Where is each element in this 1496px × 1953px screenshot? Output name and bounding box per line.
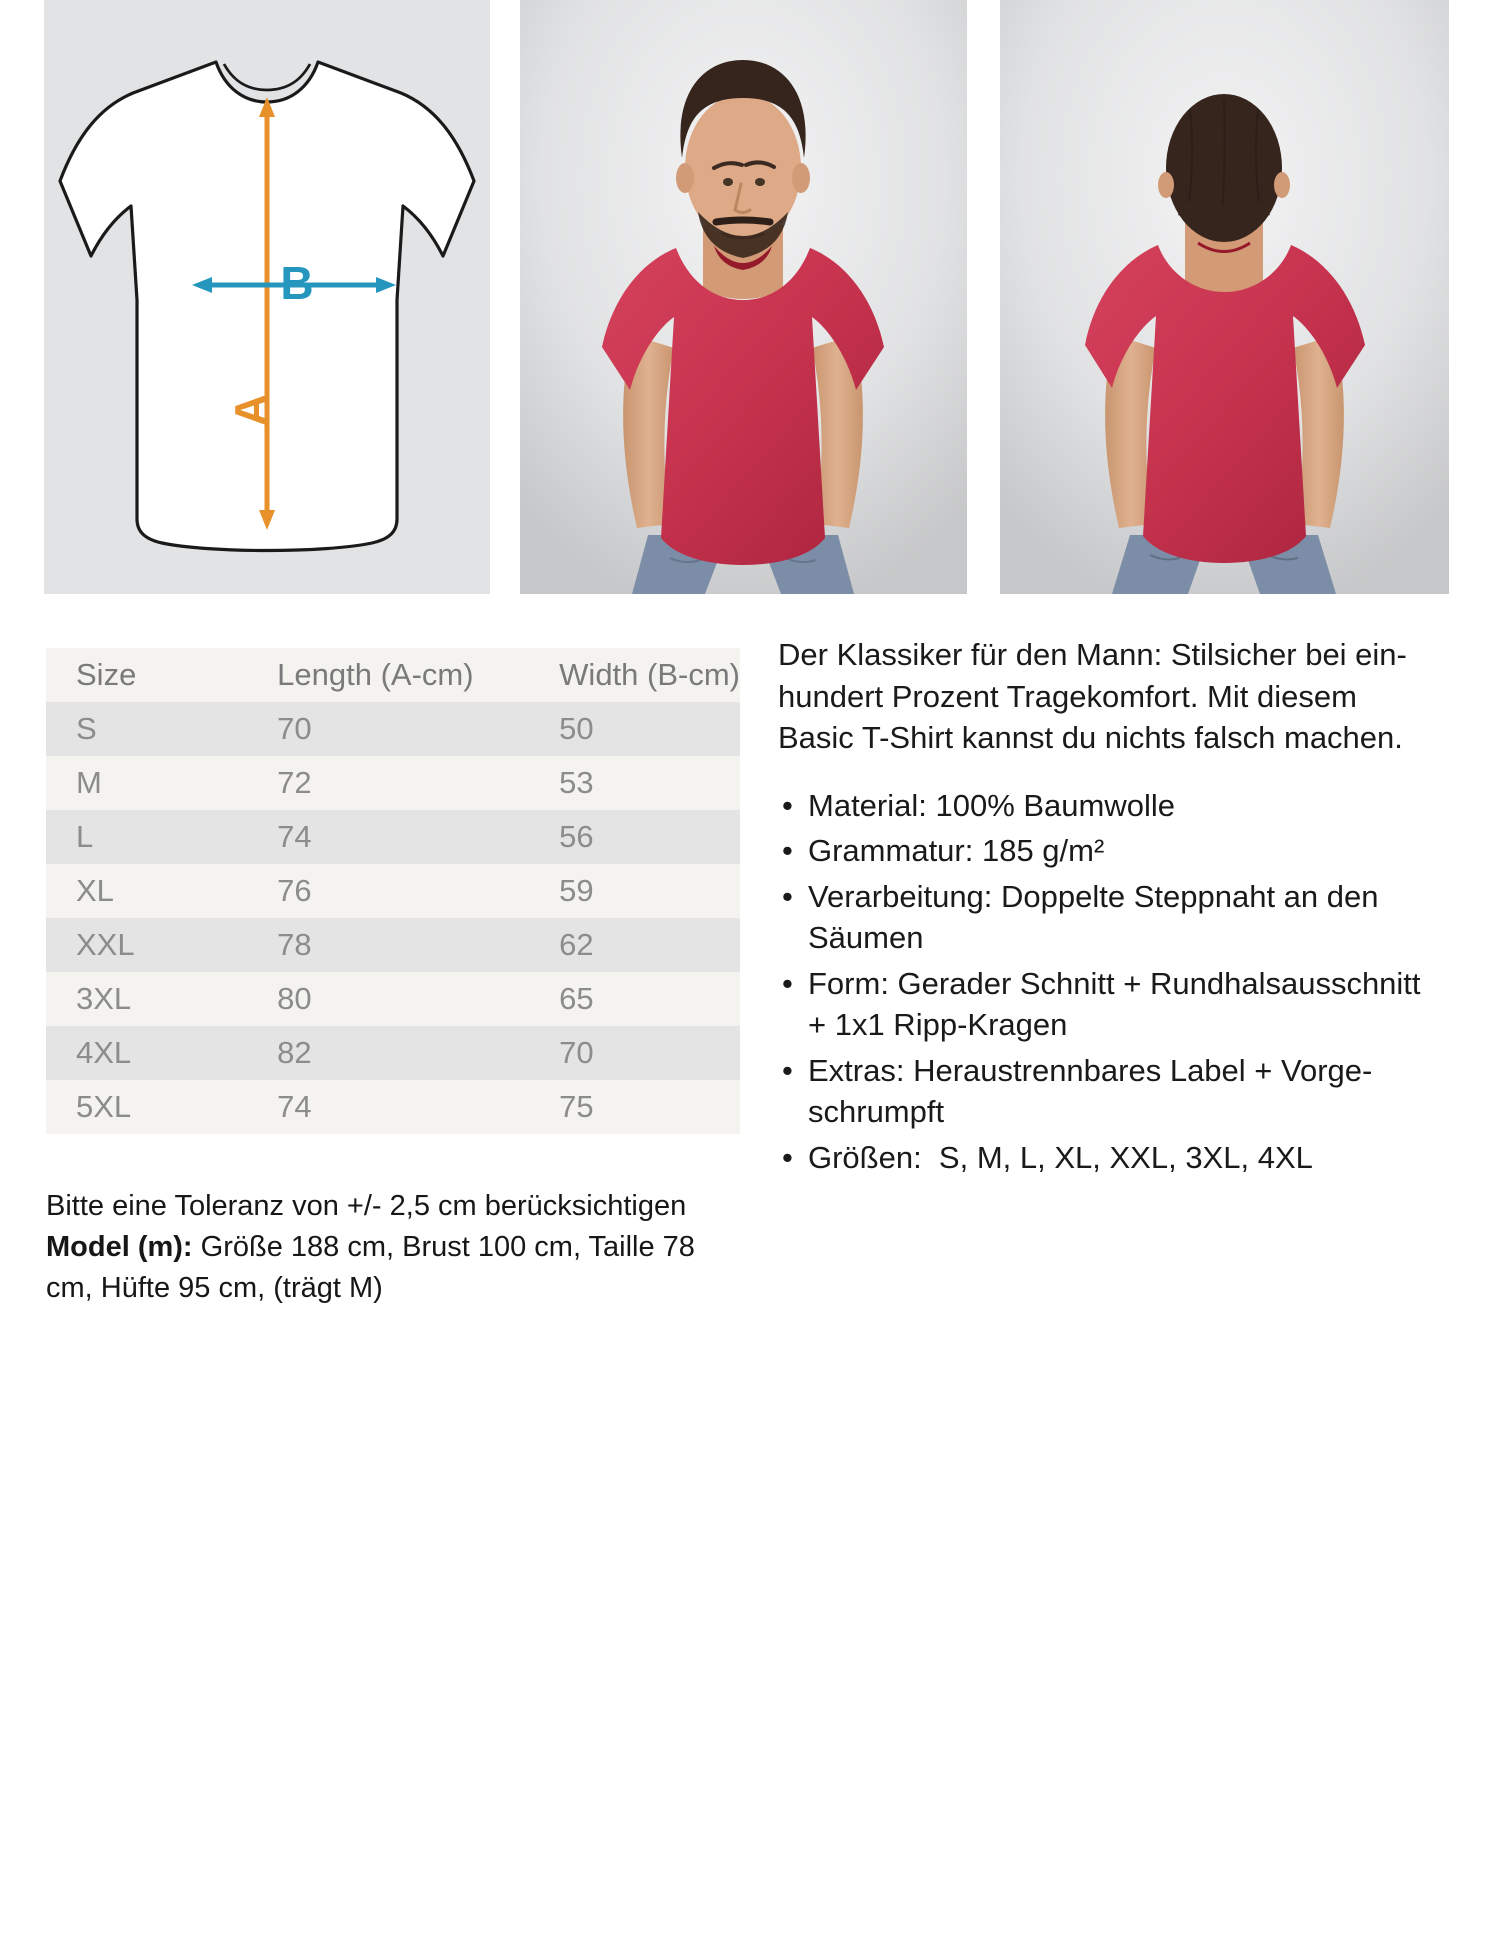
svg-text:B: B	[280, 257, 313, 309]
svg-text:A: A	[225, 393, 277, 426]
